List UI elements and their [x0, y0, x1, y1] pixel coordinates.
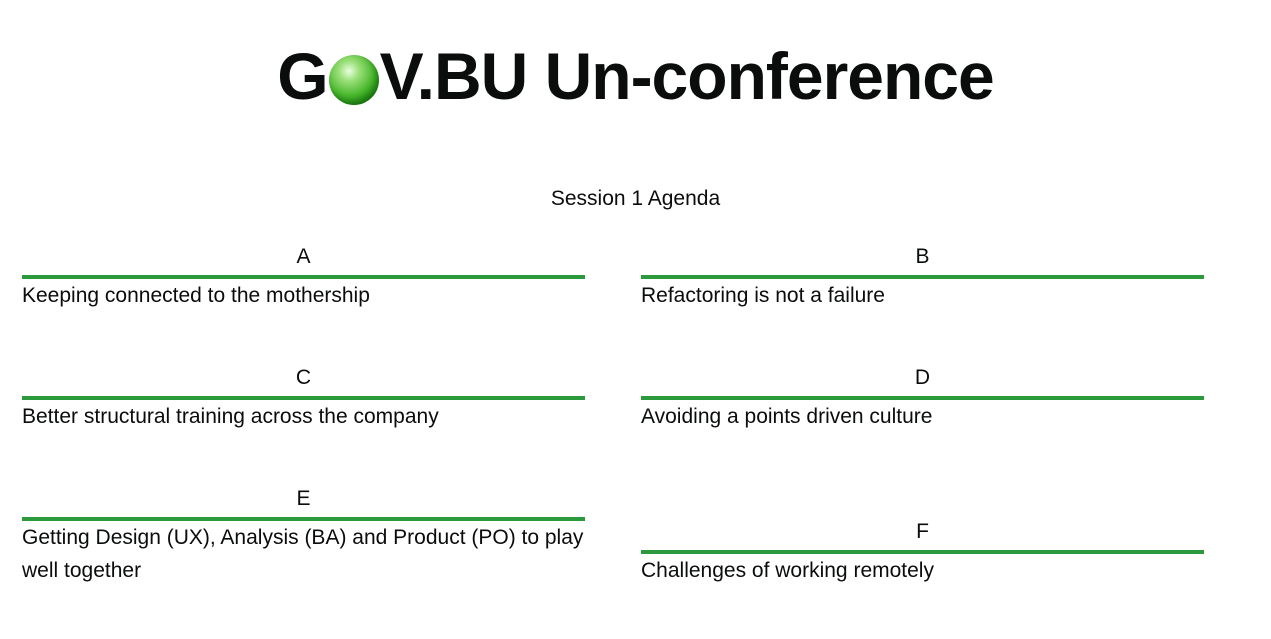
slot-letter: F	[916, 520, 929, 543]
slot-topic: Getting Design (UX), Analysis (BA) and P…	[22, 526, 584, 582]
agenda-slot-f: F Challenges of working remotely	[641, 519, 1204, 587]
slot-topic: Refactoring is not a failure	[641, 284, 885, 307]
page-title: G V.BU Un-conference	[0, 36, 1271, 116]
slot-letter: E	[296, 487, 311, 510]
title-prefix: G	[277, 39, 328, 113]
slot-letter: C	[295, 366, 312, 389]
slot-divider	[641, 550, 1204, 554]
slot-divider	[22, 396, 585, 400]
slot-divider	[641, 275, 1204, 279]
slot-letter: B	[915, 245, 930, 268]
agenda-slot-d: D Avoiding a points driven culture	[641, 365, 1204, 433]
slot-topic: Avoiding a points driven culture	[641, 405, 933, 428]
slot-letter: D	[914, 366, 931, 389]
agenda-slot-a: A Keeping connected to the mothership	[22, 244, 585, 312]
title-suffix: V.BU Un-conference	[379, 39, 995, 113]
slot-divider	[22, 275, 585, 279]
slot-letter: A	[296, 245, 311, 268]
slot-divider	[641, 396, 1204, 400]
slot-divider	[22, 517, 585, 521]
session-heading: Session 1 Agenda	[550, 187, 721, 210]
agenda-slot-e: E Getting Design (UX), Analysis (BA) and…	[22, 486, 585, 587]
slot-topic: Better structural training across the co…	[22, 405, 439, 428]
agenda-slot-b: B Refactoring is not a failure	[641, 244, 1204, 312]
slot-topic: Keeping connected to the mothership	[22, 284, 370, 307]
green-orb-icon	[328, 55, 379, 105]
agenda-slot-c: C Better structural training across the …	[22, 365, 585, 433]
slot-topic: Challenges of working remotely	[641, 559, 934, 582]
